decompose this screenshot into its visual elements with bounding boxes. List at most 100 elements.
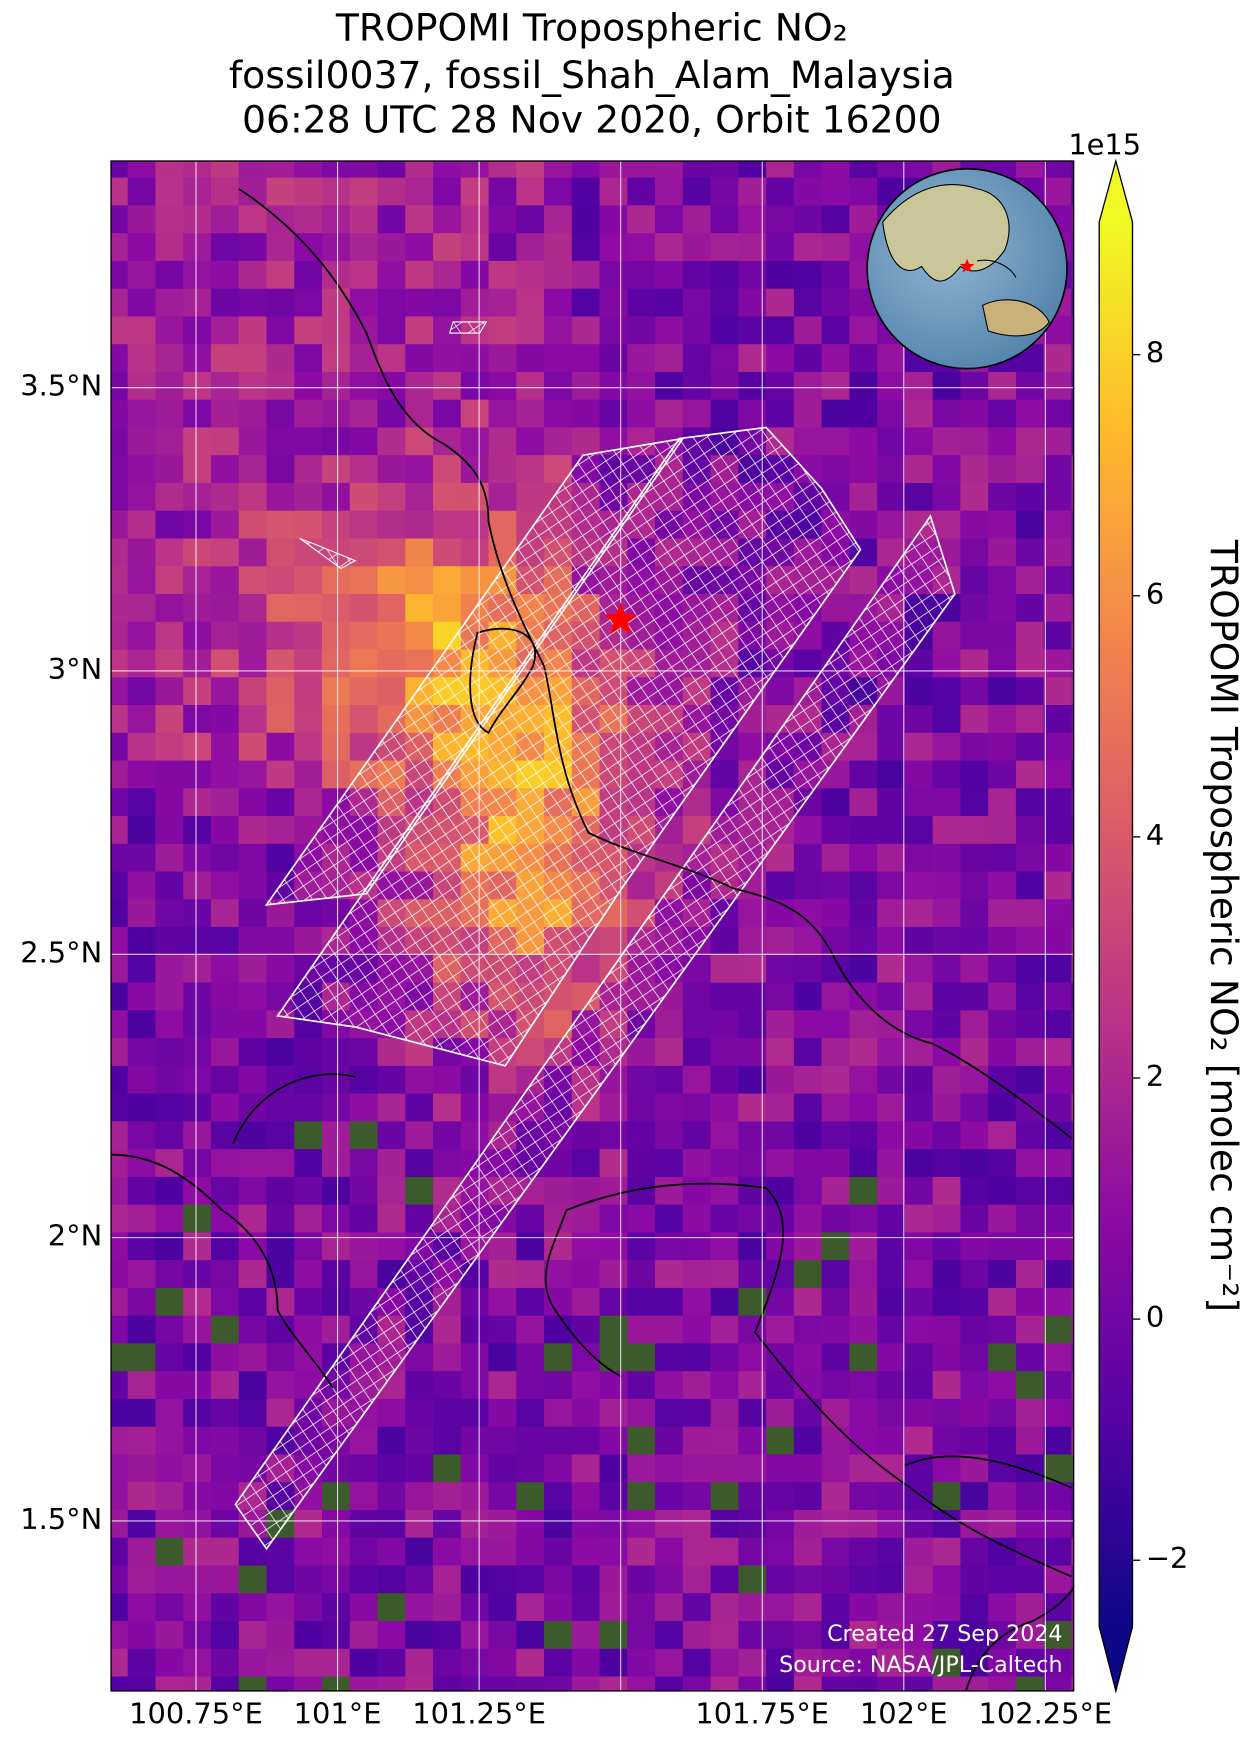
colorbar-body <box>1099 222 1133 1627</box>
pixel <box>821 233 851 263</box>
pixel <box>1071 899 1074 929</box>
pixel <box>1043 1149 1073 1178</box>
pixel <box>238 705 268 734</box>
pixel <box>877 1204 907 1234</box>
pixel <box>405 160 435 179</box>
pixel <box>599 1093 629 1123</box>
pixel <box>849 1482 879 1512</box>
pixel <box>488 510 518 540</box>
pixel <box>655 205 684 235</box>
pixel <box>111 732 129 762</box>
pixel <box>266 177 296 207</box>
pixel <box>682 344 712 374</box>
pixel <box>793 1620 823 1650</box>
pixel <box>932 788 962 818</box>
pixel <box>849 1093 879 1123</box>
pixel <box>183 288 213 318</box>
pixel <box>377 1676 407 1691</box>
pixel <box>655 1287 684 1317</box>
pixel <box>738 1232 768 1262</box>
pixel <box>877 1260 907 1290</box>
pixel <box>155 1454 185 1484</box>
pixel <box>904 1149 934 1178</box>
pixel <box>155 649 185 679</box>
pixel <box>238 1093 268 1123</box>
pixel <box>766 1398 795 1428</box>
pixel <box>238 982 268 1012</box>
pixel <box>238 1010 268 1040</box>
pixel <box>1015 1093 1045 1123</box>
pixel <box>349 1093 379 1123</box>
pixel <box>988 621 1018 651</box>
pixel <box>1043 482 1073 512</box>
pixel <box>655 1176 684 1206</box>
pixel <box>210 927 240 956</box>
pixel <box>1043 621 1073 651</box>
pixel <box>988 954 1018 984</box>
pixel <box>111 316 129 346</box>
pixel <box>627 1704 656 1733</box>
pixel <box>294 705 324 734</box>
pixel <box>821 1593 851 1623</box>
pixel <box>766 399 795 429</box>
pixel <box>155 899 185 929</box>
pixel <box>377 288 407 318</box>
pixel <box>322 510 351 540</box>
pixel <box>183 260 213 290</box>
pixel <box>655 1371 684 1401</box>
pixel <box>489 1732 518 1752</box>
pixel <box>183 705 213 734</box>
pixel <box>183 1648 213 1678</box>
pixel <box>544 260 573 290</box>
pixel <box>710 1537 740 1567</box>
pixel <box>294 455 324 485</box>
pixel <box>210 288 240 318</box>
pixel <box>377 510 407 540</box>
pixel <box>155 954 185 984</box>
pixel <box>877 816 907 845</box>
pixel <box>571 1398 601 1428</box>
pixel <box>111 705 129 734</box>
pixel <box>266 1093 296 1123</box>
pixel <box>932 1620 962 1650</box>
pixel <box>460 233 490 263</box>
pixel <box>349 1232 379 1262</box>
pixel <box>1071 1287 1074 1317</box>
pixel <box>405 1732 434 1752</box>
pixel <box>904 732 934 762</box>
pixel <box>960 1232 990 1262</box>
pixel <box>349 1648 379 1678</box>
pixel <box>516 1482 546 1512</box>
pixel <box>266 510 296 540</box>
pixel <box>127 1176 157 1206</box>
pixel <box>1071 1565 1074 1595</box>
pixel <box>738 1176 768 1206</box>
pixel <box>1015 1482 1045 1512</box>
pixel <box>322 566 351 596</box>
pixel <box>155 233 185 263</box>
pixel <box>988 1648 1018 1678</box>
pixel <box>405 371 435 401</box>
pixel <box>294 649 324 679</box>
pixel <box>932 1398 962 1428</box>
y-tick-label: 2.5°N <box>20 935 102 969</box>
pixel <box>488 399 518 429</box>
pixel <box>710 177 740 207</box>
pixel <box>155 1065 185 1095</box>
pixel <box>127 705 157 734</box>
pixel <box>127 1121 157 1151</box>
pixel <box>627 1565 657 1595</box>
pixel <box>655 1315 684 1345</box>
pixel <box>960 1371 990 1401</box>
pixel <box>793 1509 823 1539</box>
pixel <box>988 1232 1018 1262</box>
pixel <box>238 1176 268 1206</box>
pixel <box>433 455 462 485</box>
pixel <box>571 288 601 318</box>
pixel <box>127 344 157 374</box>
pixel <box>460 177 490 207</box>
pixel <box>377 1537 407 1567</box>
pixel <box>793 260 823 290</box>
pixel <box>571 1176 601 1206</box>
pixel <box>932 732 962 762</box>
